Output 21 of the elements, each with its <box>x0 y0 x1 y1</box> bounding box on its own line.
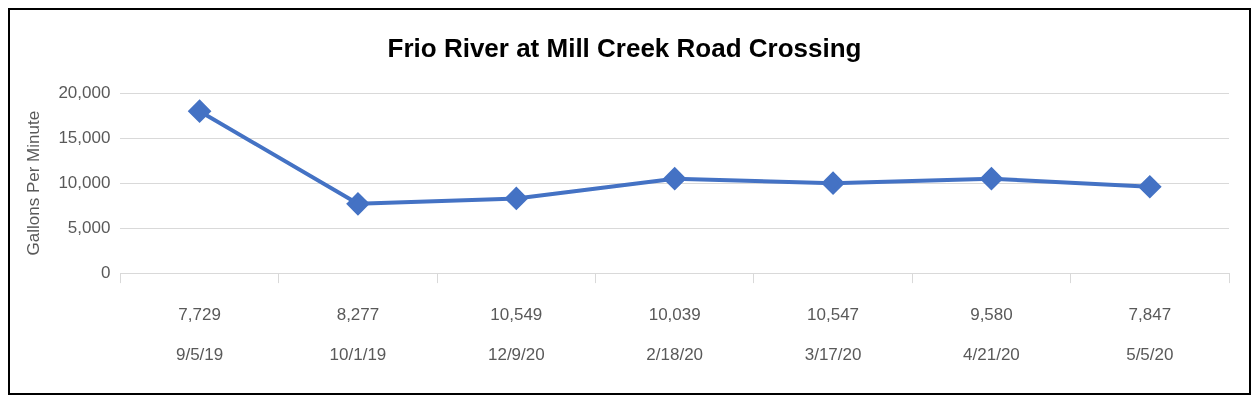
point <box>346 192 369 215</box>
point <box>980 167 1003 190</box>
category-label: 9,580 4/21/20 <box>963 304 1020 364</box>
y-tick-label: 10,000 <box>58 172 111 192</box>
chart-title: Frio River at Mill Creek Road Crossing <box>387 32 862 63</box>
y-tick-label: 15,000 <box>58 127 111 147</box>
y-tick-label: 20,000 <box>58 82 111 102</box>
category-label: 10,549 12/9/20 <box>487 304 545 364</box>
point <box>1138 175 1161 198</box>
point <box>505 187 528 210</box>
y-axis-title: Gallons Per Minute <box>23 110 43 256</box>
category-label: 7,729 9/5/19 <box>175 304 224 364</box>
category-label: 8,277 10/1/19 <box>329 304 387 364</box>
category-label: 10,547 3/17/20 <box>804 304 862 364</box>
category-label: 10,039 2/18/20 <box>646 304 704 364</box>
y-tick-label: 5,000 <box>67 217 111 237</box>
point <box>822 172 845 195</box>
category-label: 7,847 5/5/20 <box>1126 304 1174 364</box>
point <box>188 100 211 123</box>
y-tick-label: 0 <box>100 262 111 282</box>
point <box>663 167 686 190</box>
